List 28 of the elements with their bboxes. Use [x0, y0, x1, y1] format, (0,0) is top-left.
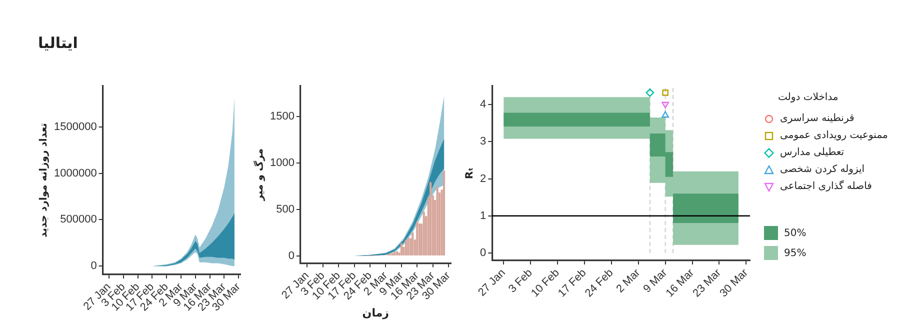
y-tick-label: 1500000: [54, 120, 97, 133]
legend-label: ممنوعیت رویدادی عمومی: [780, 130, 888, 141]
y-tick-label: 3: [480, 136, 486, 148]
y-tick-label: 2: [480, 172, 486, 185]
legend-label: قرنطینه سراسری: [780, 113, 854, 124]
y-tick-label: 1: [480, 210, 486, 222]
y-tick-label: 4: [480, 98, 486, 111]
chart-title: ایتالیا: [38, 34, 78, 52]
y-tick-label: 1000000: [54, 167, 97, 180]
y-axis-title: Rₜ: [464, 167, 476, 180]
y-axis-title: مرگ و میر: [252, 148, 266, 202]
y-tick-label: 0: [288, 250, 294, 262]
y-tick-label: 500: [276, 203, 294, 216]
y-tick-label: 0: [480, 247, 486, 260]
y-tick-label: 1500: [270, 110, 294, 123]
y-tick-label: 500000: [60, 214, 97, 226]
x-tick-label: 27 Jan: [476, 266, 508, 299]
legend-label: 95%: [784, 248, 806, 258]
y-axis-title: تعداد روزانه موارد جدید: [38, 122, 50, 238]
y-tick-label: 0: [90, 260, 97, 272]
legend-label: ایزوله کردن شخصی: [780, 164, 865, 175]
x-tick-label: 2 Mar: [614, 266, 643, 296]
legend-title: مداخلات دولت: [777, 92, 840, 103]
legend-label: 50%: [784, 228, 806, 238]
legend-label: تعطیلی مدارس: [780, 147, 844, 158]
y-tick-label: 1000: [270, 157, 294, 170]
legend-label: فاصله گذاری اجتماعی: [780, 181, 872, 192]
x-axis-title: زمان: [362, 306, 389, 320]
